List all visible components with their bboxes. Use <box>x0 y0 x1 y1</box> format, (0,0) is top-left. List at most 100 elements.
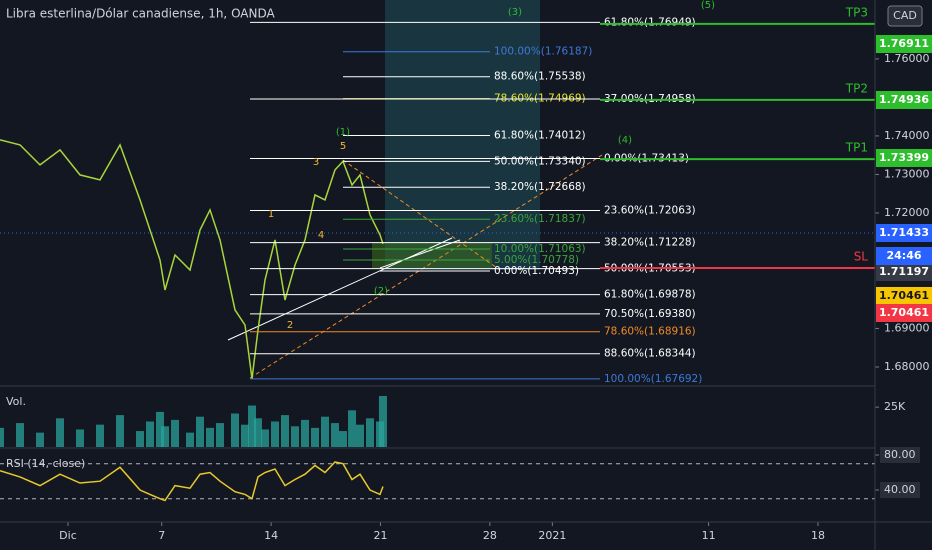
fib-label: 61.80%(1.76949) <box>604 16 696 28</box>
price-box-label: 1.70461 <box>879 306 929 319</box>
target-label: TP3 <box>845 5 868 19</box>
volume-bar <box>348 410 357 447</box>
volume-bar <box>196 416 204 447</box>
price-box <box>876 263 932 281</box>
x-tick-label: 28 <box>483 529 497 542</box>
wave-label: 2 <box>287 320 293 331</box>
volume-bar <box>291 426 299 447</box>
fib-label: 23.60%(1.72063) <box>604 205 696 217</box>
fib-label: 0.00%(1.70493) <box>494 265 579 277</box>
fib-label: 78.60%(1.68916) <box>604 326 696 338</box>
volume-bar <box>146 421 154 447</box>
price-box <box>876 287 932 305</box>
wave-label: (5) <box>701 0 715 11</box>
fib-label: 10.00%(1.71063) <box>494 243 586 255</box>
volume-bar <box>116 415 124 447</box>
fib-label: 61.80%(1.74012) <box>494 129 586 141</box>
volume-bar <box>281 415 289 447</box>
volume-bar <box>136 431 144 447</box>
fib-label: 5.00%(1.70778) <box>494 254 579 266</box>
volume-bar <box>248 405 257 447</box>
price-box-label: 1.71197 <box>879 265 929 278</box>
volume-bar <box>261 429 269 447</box>
wave-label: (2) <box>374 286 388 297</box>
volume-label: Vol. <box>6 395 26 408</box>
wave-label: (1) <box>336 127 350 138</box>
y-tick-label: 1.69000 <box>884 321 930 334</box>
x-tick-label: 18 <box>811 529 825 542</box>
countdown-box <box>876 247 932 265</box>
volume-bar <box>0 427 4 447</box>
price-line <box>0 139 384 379</box>
fib-label: 38.20%(1.71228) <box>604 237 696 249</box>
wave-label: (4) <box>618 135 632 146</box>
trend-line <box>379 239 461 269</box>
target-label: TP2 <box>845 81 868 95</box>
volume-bar <box>301 419 309 447</box>
y-tick-box <box>880 446 920 463</box>
fib-label: 88.60%(1.68344) <box>604 348 696 360</box>
price-box-label: 1.76911 <box>879 37 929 50</box>
volume-bar <box>321 416 329 447</box>
x-tick-label: 14 <box>264 529 278 542</box>
y-tick-label: 1.68000 <box>884 360 930 373</box>
trend-line <box>227 237 453 341</box>
volume-bar <box>241 424 249 447</box>
price-box-label: 1.70461 <box>879 289 929 302</box>
volume-bar <box>171 419 179 447</box>
wave-label: 3 <box>313 157 319 168</box>
y-tick-label: 25K <box>884 400 906 413</box>
fib-label: 70.50%(1.69380) <box>604 308 696 320</box>
fib-label: 88.60%(1.75538) <box>494 71 586 83</box>
price-box <box>876 35 932 53</box>
y-tick-label: 1.73000 <box>884 167 930 180</box>
y-tick-label: 1.74000 <box>884 129 930 142</box>
price-box <box>876 91 932 109</box>
volume-bar <box>161 426 169 447</box>
volume-bar <box>206 427 214 447</box>
wave-label: (3) <box>508 7 522 18</box>
y-tick-label: 80.00 <box>884 448 916 461</box>
countdown: 24:46 <box>886 249 921 262</box>
x-tick-label: 21 <box>373 529 387 542</box>
volume-bar <box>271 421 279 447</box>
volume-bar <box>366 418 374 447</box>
wave-label: 5 <box>340 141 346 152</box>
trend-line <box>342 159 501 271</box>
y-tick-label: 1.72000 <box>884 206 930 219</box>
chart-title: Libra esterlina/Dólar canadiense, 1h, OA… <box>6 7 276 21</box>
x-tick-label: 7 <box>158 529 165 542</box>
volume-bar <box>186 432 194 447</box>
volume-bar <box>16 423 24 447</box>
fib-label: 50.00%(1.73340) <box>494 155 586 167</box>
volume-bar <box>56 418 64 447</box>
currency-label[interactable]: CAD <box>893 9 917 22</box>
volume-bar <box>378 395 387 447</box>
volume-bar <box>253 418 262 447</box>
fib-label: 100.00%(1.67692) <box>604 373 702 385</box>
y-tick-label: 40.00 <box>884 483 916 496</box>
volume-bar <box>311 427 319 447</box>
target-label: SL <box>854 249 869 263</box>
volume-bar <box>96 424 104 447</box>
x-tick-label: 11 <box>702 529 716 542</box>
rsi-label: RSI (14, close) <box>6 457 85 470</box>
price-box <box>876 149 932 167</box>
fib-label: 100.00%(1.76187) <box>494 46 592 58</box>
x-tick-label: Dic <box>59 529 77 542</box>
volume-bar <box>76 429 84 447</box>
volume-bar <box>231 413 239 447</box>
y-tick-label: 1.76000 <box>884 52 930 65</box>
x-tick-label: 2021 <box>538 529 566 542</box>
price-box-label: 1.71433 <box>879 226 929 239</box>
fib-label: 38.20%(1.72668) <box>494 181 586 193</box>
fib-label: 61.80%(1.69878) <box>604 289 696 301</box>
volume-bar <box>356 424 364 447</box>
volume-bar <box>36 432 44 447</box>
wave-label: 1 <box>268 209 274 220</box>
currency-button[interactable] <box>887 5 923 27</box>
wave-label: 4 <box>318 230 324 241</box>
